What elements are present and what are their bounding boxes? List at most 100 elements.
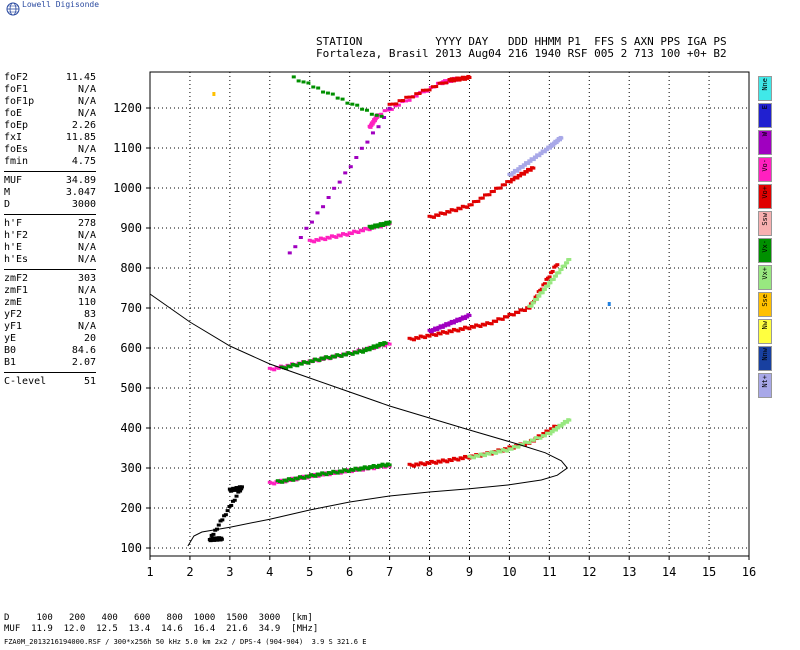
- legend-label: Nt+: [761, 375, 769, 388]
- data-point: [212, 92, 216, 96]
- data-point: [334, 235, 339, 239]
- data-point: [278, 480, 283, 483]
- param-value: N/A: [77, 144, 96, 155]
- data-point: [412, 338, 417, 342]
- data-point: [306, 81, 311, 85]
- data-point: [434, 461, 439, 465]
- data-point: [321, 205, 326, 209]
- data-point: [333, 470, 338, 474]
- data-point: [535, 297, 540, 301]
- param-value: 34.89: [65, 175, 96, 186]
- data-point: [282, 478, 287, 482]
- data-point: [476, 454, 481, 458]
- data-point: [316, 238, 321, 242]
- param-name: fmin: [4, 156, 29, 167]
- data-point: [463, 316, 468, 320]
- data-point: [348, 352, 353, 355]
- data-point: [332, 186, 337, 190]
- data-point: [449, 330, 454, 334]
- data-point: [491, 319, 496, 323]
- y-tick-label: 300: [120, 461, 142, 475]
- data-point: [318, 236, 323, 240]
- x-tick-label: 8: [426, 565, 433, 579]
- data-point: [309, 473, 314, 477]
- legend-label: W: [761, 132, 769, 137]
- data-point: [284, 479, 289, 483]
- legend-label: Nw: [761, 321, 769, 330]
- data-point: [353, 466, 358, 470]
- data-point: [326, 196, 331, 199]
- param-name: foEs: [4, 144, 29, 155]
- data-point: [383, 344, 388, 348]
- data-point: [364, 108, 369, 112]
- data-point: [520, 443, 525, 447]
- param-separator: [4, 214, 96, 215]
- data-point: [216, 523, 221, 527]
- data-point: [332, 235, 337, 239]
- data-point: [414, 336, 419, 340]
- data-point: [384, 464, 389, 468]
- data-point: [225, 509, 230, 513]
- data-point: [363, 226, 368, 230]
- data-point: [313, 474, 318, 478]
- data-point: [357, 468, 362, 472]
- data-point: [383, 341, 388, 345]
- data-point: [460, 457, 465, 461]
- data-point: [423, 336, 428, 340]
- data-point: [317, 473, 322, 477]
- data-point: [360, 467, 365, 471]
- x-axis-ticks: 1 2 3 4 5 6 7 8 9 10 11 12 13 14 15 16: [146, 556, 756, 579]
- y-tick-label: 100: [120, 541, 142, 555]
- data-point: [337, 180, 342, 184]
- data-point: [550, 269, 555, 273]
- data-point: [469, 203, 474, 207]
- data-point: [474, 200, 479, 203]
- data-point: [276, 366, 281, 370]
- data-point: [302, 476, 307, 480]
- data-point: [485, 321, 490, 325]
- data-point: [465, 315, 470, 319]
- param-value: N/A: [77, 285, 96, 296]
- param-row: h'Es N/A: [4, 254, 96, 266]
- data-point: [458, 207, 463, 211]
- legend-item: E: [758, 103, 772, 128]
- param-name: foF1: [4, 84, 29, 95]
- data-point: [522, 163, 527, 167]
- data-point: [429, 332, 434, 336]
- data-point: [418, 461, 423, 465]
- data-point: [357, 349, 362, 353]
- data-point: [437, 81, 442, 85]
- data-point: [467, 454, 472, 458]
- data-point: [370, 131, 375, 135]
- data-point: [436, 331, 441, 335]
- data-point: [404, 95, 409, 99]
- data-point: [526, 161, 531, 165]
- data-point: [489, 450, 494, 454]
- data-point: [313, 357, 318, 361]
- data-point: [440, 325, 445, 329]
- data-point: [270, 367, 275, 371]
- x-tick-label: 2: [186, 565, 193, 579]
- data-point: [434, 85, 439, 88]
- data-point: [516, 311, 521, 315]
- data-point: [429, 215, 434, 219]
- data-point: [482, 454, 487, 458]
- param-value: N/A: [77, 242, 96, 253]
- data-point: [375, 225, 380, 229]
- data-point: [547, 146, 552, 150]
- legend-label: Ssw: [761, 213, 769, 226]
- data-point: [420, 88, 425, 92]
- data-point: [459, 77, 464, 81]
- data-point: [514, 310, 519, 314]
- data-point: [372, 467, 377, 471]
- legend-item: Nt+: [758, 373, 772, 398]
- data-point: [482, 323, 487, 327]
- data-point: [511, 178, 516, 182]
- data-point: [343, 232, 348, 236]
- legend-item: Nw: [758, 319, 772, 344]
- data-point: [416, 336, 421, 340]
- param-row: M 3.047: [4, 187, 96, 199]
- data-point: [444, 81, 449, 85]
- param-row: MUF 34.89: [4, 175, 96, 187]
- param-row: zmF2 303: [4, 273, 96, 285]
